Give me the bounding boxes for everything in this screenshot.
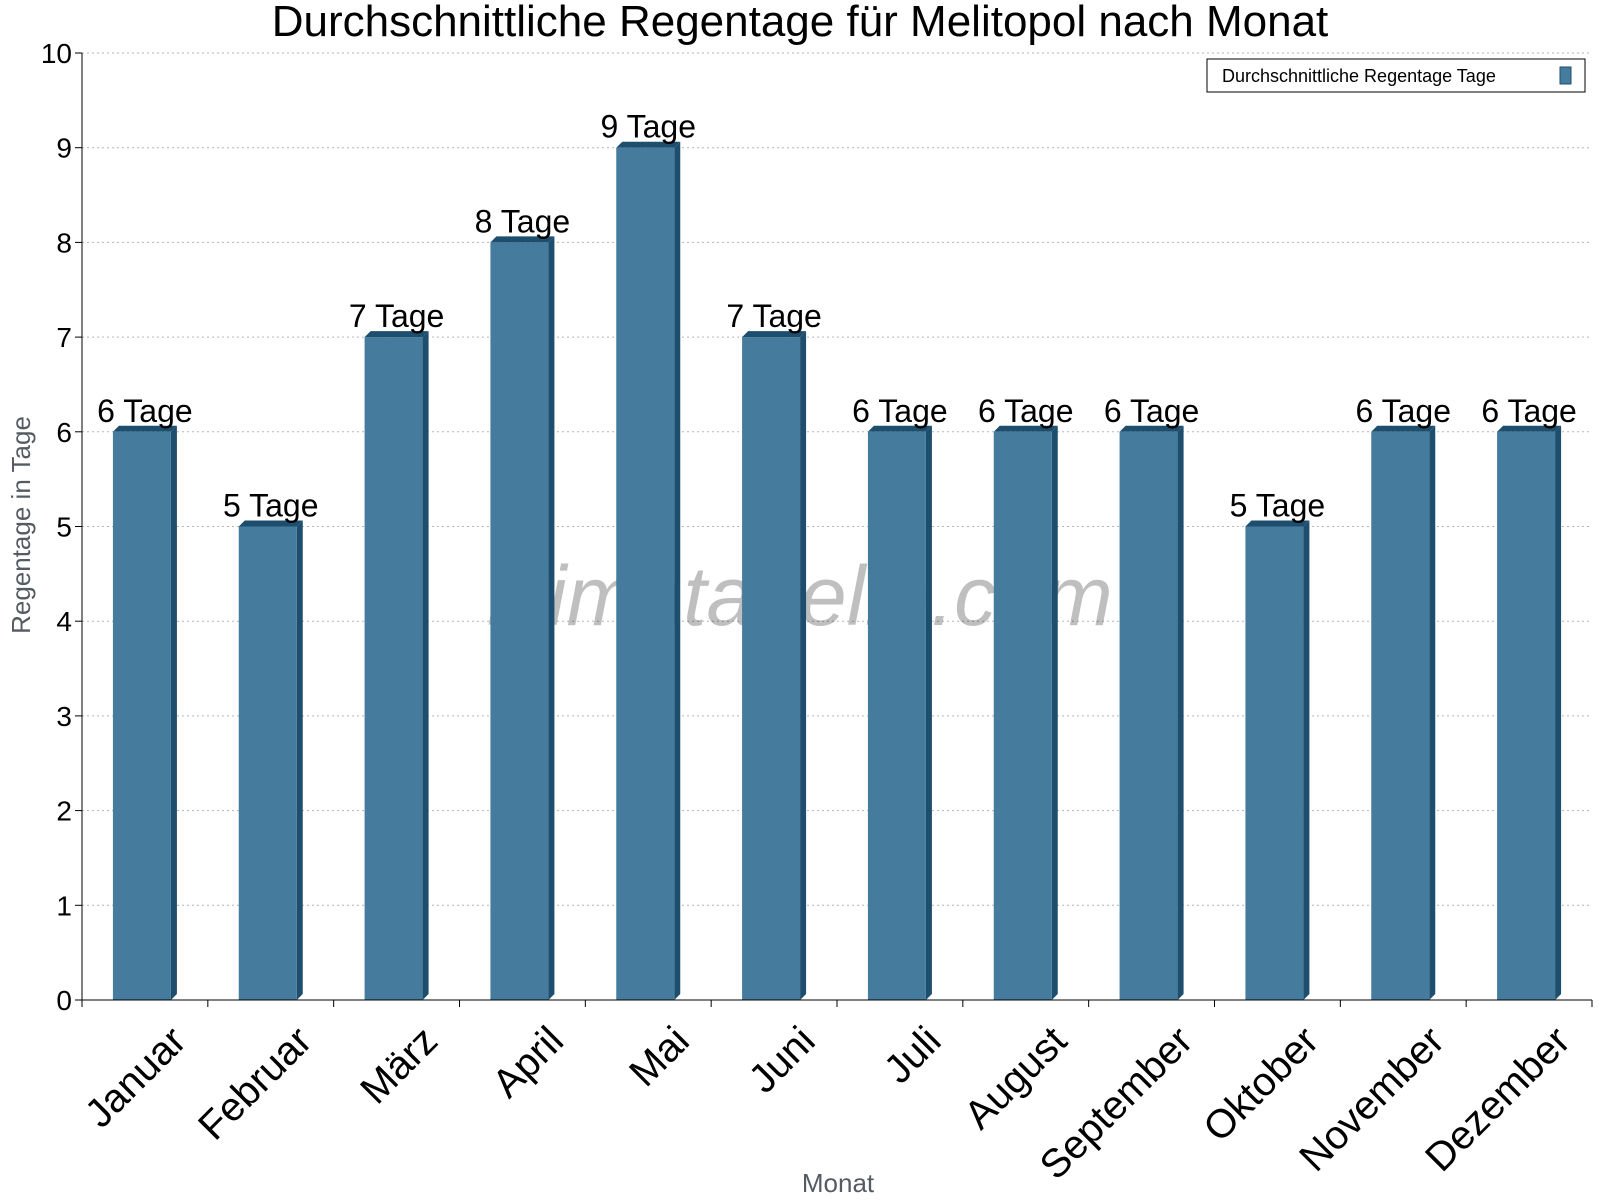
- legend-label: Durchschnittliche Regentage Tage: [1222, 66, 1496, 86]
- data-label: 5 Tage: [223, 488, 319, 524]
- bar-top: [112, 425, 177, 432]
- x-axis-label: Monat: [802, 1168, 875, 1198]
- bar-top: [490, 236, 555, 243]
- data-label: 6 Tage: [852, 393, 948, 429]
- bar-side: [1303, 520, 1310, 1000]
- data-label: 6 Tage: [97, 393, 193, 429]
- bar: [1497, 431, 1556, 1000]
- bar-top: [1497, 425, 1562, 432]
- y-tick-label: 7: [56, 322, 72, 353]
- bar-side: [170, 425, 177, 1000]
- x-tick-label: Februar: [190, 1018, 320, 1148]
- data-label: 7 Tage: [726, 298, 822, 334]
- y-axis-label: Regentage in Tage: [6, 416, 36, 634]
- chart-title: Durchschnittliche Regentage für Melitopo…: [272, 0, 1329, 46]
- data-label: 7 Tage: [349, 298, 445, 334]
- x-tick-label: Mai: [621, 1018, 698, 1095]
- legend: Durchschnittliche Regentage Tage: [1206, 58, 1586, 93]
- bar-top: [1119, 425, 1184, 432]
- axes: [75, 52, 1593, 1007]
- x-tick-label: Juni: [741, 1018, 824, 1101]
- bar-top: [1245, 520, 1310, 527]
- x-tick-label: März: [352, 1018, 446, 1112]
- bar: [238, 526, 297, 1000]
- y-tick-label: 1: [56, 890, 72, 921]
- bar-side: [925, 425, 932, 1000]
- x-tick-label: Oktober: [1195, 1018, 1327, 1150]
- bar-top: [867, 425, 932, 432]
- x-tick-label: Januar: [77, 1018, 195, 1136]
- bar: [993, 431, 1052, 1000]
- data-label: 6 Tage: [1481, 393, 1577, 429]
- bar: [112, 431, 171, 1000]
- y-tick-label: 3: [56, 701, 72, 732]
- bar: [1371, 431, 1430, 1000]
- data-label: 5 Tage: [1230, 488, 1326, 524]
- bar-side: [674, 141, 681, 1000]
- data-label: 8 Tage: [475, 203, 571, 239]
- bar-side: [1555, 425, 1562, 1000]
- data-label: 6 Tage: [1104, 393, 1200, 429]
- bar-top: [364, 331, 429, 338]
- bar-side: [800, 331, 807, 1001]
- y-tick-label: 10: [41, 38, 72, 69]
- y-tick-label: 6: [56, 417, 72, 448]
- bars: [112, 141, 1562, 1001]
- bar: [490, 242, 549, 1000]
- bar: [1119, 431, 1178, 1000]
- x-tick-label: April: [484, 1018, 572, 1106]
- bar-side: [1429, 425, 1436, 1000]
- data-label: 6 Tage: [1356, 393, 1452, 429]
- bar-top: [1371, 425, 1436, 432]
- grid-lines: [82, 52, 1592, 906]
- bar: [867, 431, 926, 1000]
- bar-side: [296, 520, 303, 1000]
- bar-side: [548, 236, 555, 1000]
- bar-side: [1177, 425, 1184, 1000]
- bar: [742, 337, 801, 1001]
- legend-swatch: [1559, 66, 1572, 85]
- x-tick-label: August: [956, 1018, 1075, 1137]
- bar-top: [993, 425, 1058, 432]
- bar-top: [616, 141, 681, 148]
- y-tick-label: 4: [56, 606, 72, 637]
- bar-top: [238, 520, 303, 527]
- legend-box: [1206, 58, 1586, 93]
- y-tick-label: 5: [56, 512, 72, 543]
- y-tick-label: 9: [56, 133, 72, 164]
- data-label: 9 Tage: [601, 109, 697, 145]
- data-label: 6 Tage: [978, 393, 1074, 429]
- bar: [616, 147, 675, 1000]
- bar: [1245, 526, 1304, 1000]
- bar-side: [1051, 425, 1058, 1000]
- data-labels: 6 Tage 5 Tage 7 Tage 8 Tage 9 Tage 7 Tage 6 Ta…: [97, 109, 1577, 524]
- bar-top: [742, 331, 807, 338]
- y-tick-label: 8: [56, 227, 72, 258]
- y-tick-label: 0: [56, 985, 72, 1016]
- bar-side: [422, 331, 429, 1001]
- bar: [364, 337, 423, 1001]
- y-tick-label: 2: [56, 796, 72, 827]
- x-tick-label: Juli: [876, 1018, 950, 1092]
